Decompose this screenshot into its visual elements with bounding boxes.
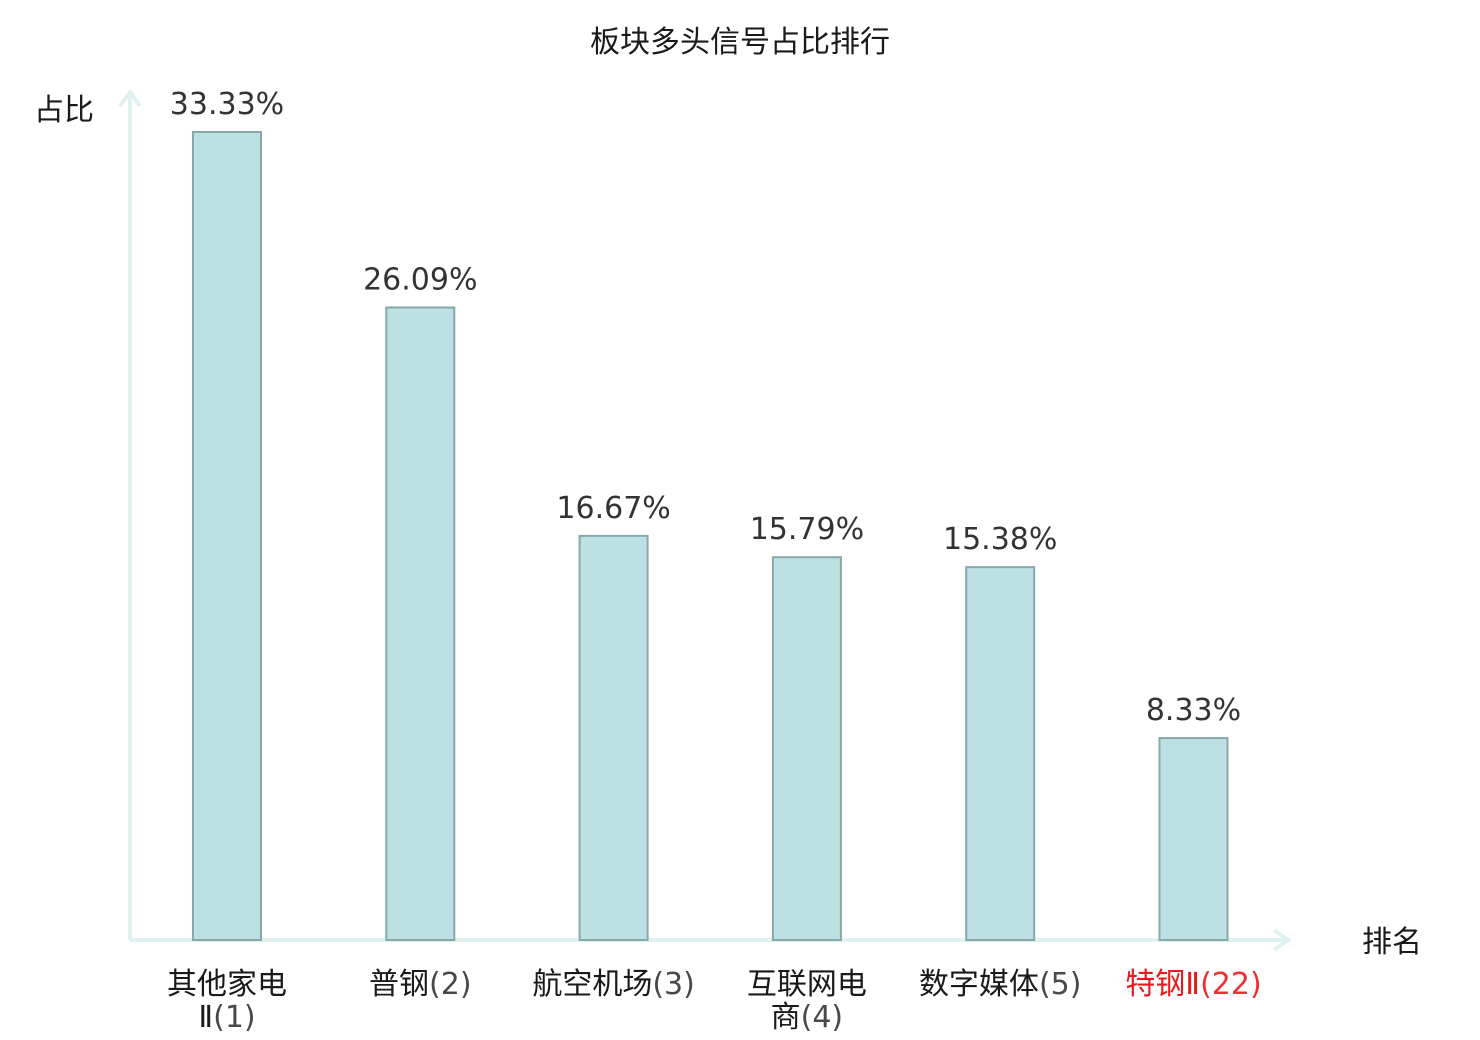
y-axis-arrow — [118, 88, 142, 108]
category-rank: (2) — [429, 967, 472, 1002]
bars — [192, 131, 1229, 941]
value-label: 33.33% — [170, 87, 284, 122]
chart-title: 板块多头信号占比排行 — [590, 25, 890, 60]
value-label: 15.79% — [750, 512, 864, 547]
value-label: 15.38% — [943, 522, 1057, 557]
category-label: 特钢Ⅱ(22) — [1125, 967, 1261, 1002]
x-axis-arrow — [1272, 928, 1292, 952]
category-name: 特钢Ⅱ — [1125, 967, 1200, 1002]
category-name: Ⅱ — [198, 1000, 213, 1035]
value-label: 26.09% — [363, 263, 477, 298]
value-label: 16.67% — [556, 491, 670, 526]
x-axis-title: 排名 — [1362, 925, 1422, 960]
bar — [1158, 737, 1229, 941]
category-label: 其他家电 — [167, 967, 287, 1002]
y-axis-title: 占比 — [34, 93, 94, 128]
category-name: 数字媒体 — [919, 967, 1039, 1002]
category-name: 互联网电 — [747, 967, 867, 1002]
category-label: 普钢(2) — [369, 967, 472, 1002]
category-label: Ⅱ(1) — [198, 1000, 255, 1035]
category-name: 普钢 — [369, 967, 429, 1002]
bar — [385, 306, 456, 941]
category-rank: (22) — [1200, 967, 1262, 1002]
category-label: 航空机场(3) — [532, 967, 695, 1002]
category-rank: (4) — [801, 1000, 844, 1035]
category-label: 数字媒体(5) — [919, 967, 1081, 1002]
category-name: 航空机场 — [532, 967, 652, 1002]
bar — [192, 131, 262, 941]
category-rank: (1) — [213, 1000, 256, 1035]
category-name: 其他家电 — [167, 967, 287, 1002]
bar — [578, 534, 649, 941]
category-label: 商(4) — [771, 1000, 844, 1035]
value-label: 8.33% — [1146, 693, 1241, 728]
category-label: 互联网电 — [747, 967, 867, 1002]
category-rank: (5) — [1039, 967, 1082, 1002]
bar — [771, 556, 842, 941]
axes — [118, 88, 1292, 952]
value-labels: 33.33% 26.09% 16.67% 15.79% 15.38% 8.33% — [170, 87, 1241, 728]
category-name: 商 — [771, 1000, 801, 1035]
bar — [965, 566, 1036, 941]
category-rank: (3) — [652, 967, 695, 1002]
